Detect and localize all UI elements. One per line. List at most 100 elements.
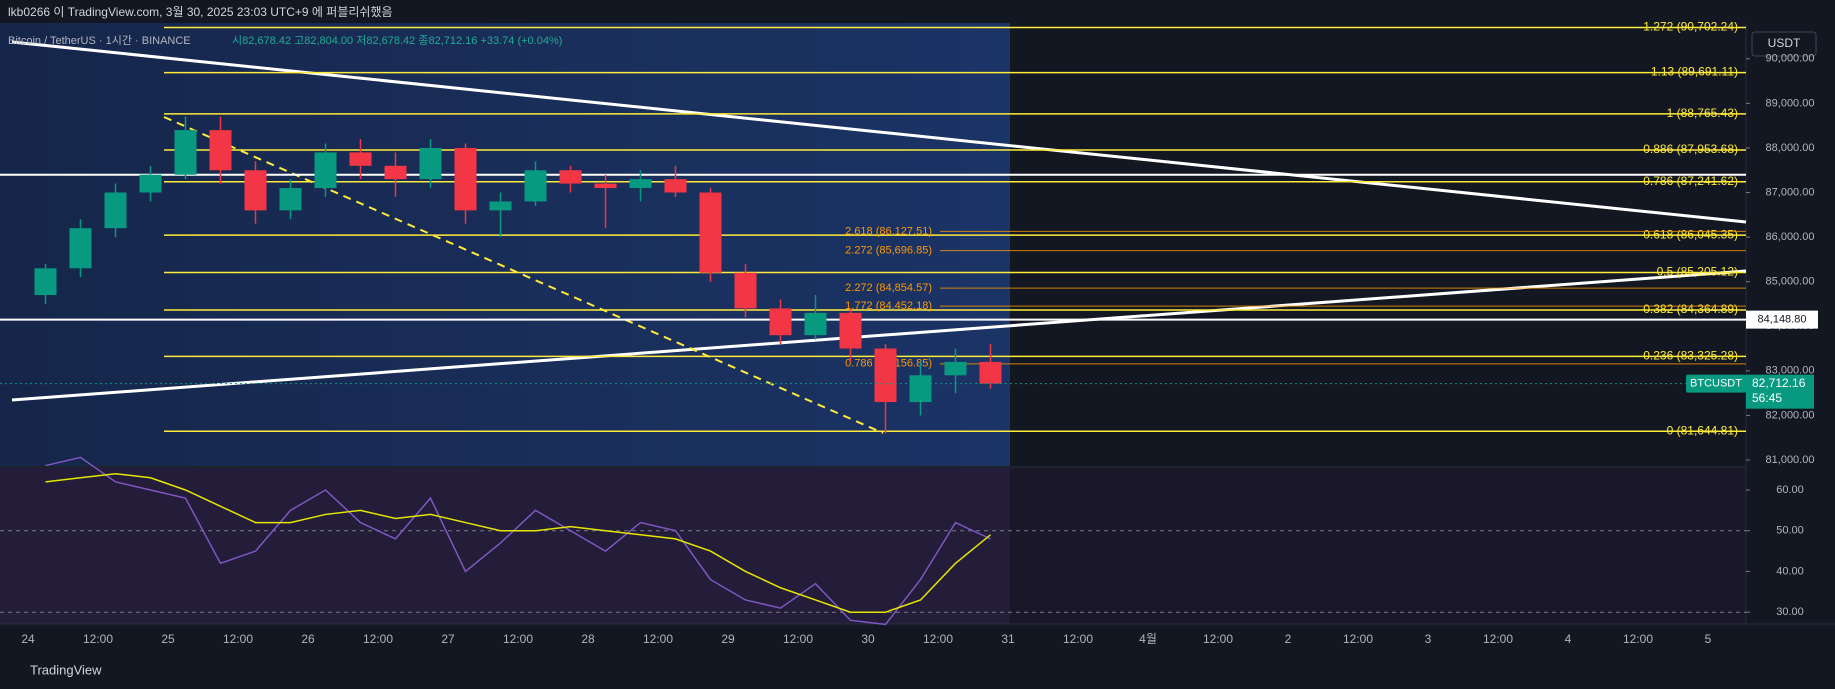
y-tick-label: 87,000.00 — [1766, 186, 1815, 198]
candle-body — [769, 308, 792, 336]
candle-body — [874, 348, 897, 403]
fib-label: 0.886 (87,953.68) — [1643, 142, 1738, 156]
x-tick-label: 12:00 — [1203, 632, 1233, 646]
x-tick-label: 4 — [1565, 632, 1572, 646]
y-tick-label: 88,000.00 — [1766, 142, 1815, 154]
candle-body — [559, 170, 582, 184]
candle-body — [909, 375, 932, 403]
x-tick-label: 12:00 — [1063, 632, 1093, 646]
rsi-shade-right — [1010, 468, 1746, 624]
price-tag — [1746, 310, 1818, 329]
candle-body — [804, 312, 827, 336]
countdown: 56:45 — [1752, 391, 1782, 405]
rsi-line — [45, 456, 991, 626]
fib2-label: 2.272 (85,696.85) — [845, 245, 932, 257]
x-tick-label: 26 — [301, 632, 315, 646]
candle-body — [944, 361, 967, 376]
x-tick-label: 24 — [21, 632, 35, 646]
x-tick-label: 12:00 — [503, 632, 533, 646]
candle-body — [174, 130, 197, 175]
rsi-shade — [0, 468, 1010, 624]
fib-label: 1 (88,765.43) — [1667, 106, 1738, 120]
fib-label: 1.272 (90,702.24) — [1643, 20, 1738, 34]
x-tick-label: 5 — [1705, 632, 1712, 646]
x-tick-label: 12:00 — [1623, 632, 1653, 646]
x-tick-label: 28 — [581, 632, 595, 646]
x-tick-label: 25 — [161, 632, 175, 646]
x-tick-label: 27 — [441, 632, 455, 646]
candle-body — [384, 165, 407, 180]
fib2-label: 2.618 (86,127.51) — [845, 225, 932, 237]
y-tick-label: 86,000.00 — [1766, 231, 1815, 243]
x-tick-label: 3 — [1425, 632, 1432, 646]
rsi-tick-label: 30.00 — [1776, 606, 1804, 618]
candle-body — [139, 174, 162, 193]
x-tick-label: 12:00 — [923, 632, 953, 646]
y-tick-label: 83,000.00 — [1766, 365, 1815, 377]
currency[interactable]: USDT — [1768, 36, 1801, 50]
price-tag-label: 84,148.80 — [1758, 314, 1807, 326]
candle-body — [209, 130, 232, 171]
rsi-tick-label: 50.00 — [1776, 525, 1804, 537]
candle-body — [104, 192, 127, 229]
rsi-tick-label: 40.00 — [1776, 565, 1804, 577]
candle-body — [419, 147, 442, 180]
x-tick-label: 12:00 — [363, 632, 393, 646]
fib-label: 0.786 (87,241.62) — [1643, 174, 1738, 188]
ohlc: 시82,678.42 고82,804.00 저82,678.42 종82,712… — [232, 34, 562, 47]
fib-label: 0.5 (85,205.12) — [1657, 265, 1738, 279]
candle-body — [699, 192, 722, 273]
fib-label: 0.382 (84,364.89) — [1643, 302, 1738, 316]
x-tick-label: 12:00 — [1483, 632, 1513, 646]
publish-info: lkb0266 이 TradingView.com, 3월 30, 2025 2… — [8, 5, 393, 19]
x-tick-label: 12:00 — [223, 632, 253, 646]
chart-shade — [0, 23, 1010, 466]
currency-button[interactable] — [1751, 31, 1817, 57]
x-tick-label: 12:00 — [83, 632, 113, 646]
y-tick-label: 85,000.00 — [1766, 276, 1815, 288]
fib-label: 0 (81,644.81) — [1667, 423, 1738, 437]
candle-body — [734, 272, 757, 309]
candle-body — [244, 170, 267, 211]
rsi-tick-label: 60.00 — [1776, 484, 1804, 496]
symbol: Bitcoin / TetherUS · 1시간 · BINANCE — [8, 34, 191, 47]
x-tick-label: 30 — [861, 632, 875, 646]
candle-body — [839, 312, 862, 349]
fib-label: 0.618 (86,045.35) — [1643, 227, 1738, 241]
candle-body — [594, 183, 617, 189]
last-price-name-box — [1686, 374, 1746, 393]
x-tick-label: 4월 — [1139, 632, 1157, 646]
x-tick-label: 12:00 — [783, 632, 813, 646]
y-tick-label: 81,000.00 — [1766, 454, 1815, 466]
dashed-trendline — [163, 116, 884, 434]
fib-label: 0.236 (83,325.28) — [1643, 349, 1738, 363]
candle-body — [314, 152, 337, 189]
y-tick-label: 90,000.00 — [1766, 53, 1815, 65]
candle-body — [664, 179, 687, 193]
rsi-ma-line — [45, 472, 991, 613]
candle-body — [279, 188, 302, 211]
fib-label: 1.13 (89,691.11) — [1651, 65, 1738, 79]
y-tick-label: 89,000.00 — [1766, 97, 1815, 109]
x-tick-label: 29 — [721, 632, 735, 646]
candle-body — [34, 268, 57, 296]
fib2-label: 2.272 (84,854.57) — [845, 282, 932, 294]
y-tick-label: 82,000.00 — [1766, 409, 1815, 421]
last-price-tag — [1746, 374, 1814, 409]
x-tick-label: 2 — [1285, 632, 1292, 646]
x-tick-label: 12:00 — [1343, 632, 1373, 646]
candle-body — [524, 170, 547, 202]
candle-body — [629, 179, 652, 189]
last-price-label: 82,712.16 — [1752, 376, 1806, 390]
fib2-label: 1.772 (84,452.18) — [845, 300, 932, 312]
candle-body — [454, 147, 477, 211]
x-tick-label: 12:00 — [643, 632, 673, 646]
trendline — [11, 269, 1747, 402]
candle-body — [979, 361, 1002, 384]
last-price-name: BTCUSDT — [1690, 378, 1742, 390]
candle-body — [349, 152, 372, 166]
x-tick-label: 31 — [1001, 632, 1015, 646]
candle-body — [489, 201, 512, 211]
